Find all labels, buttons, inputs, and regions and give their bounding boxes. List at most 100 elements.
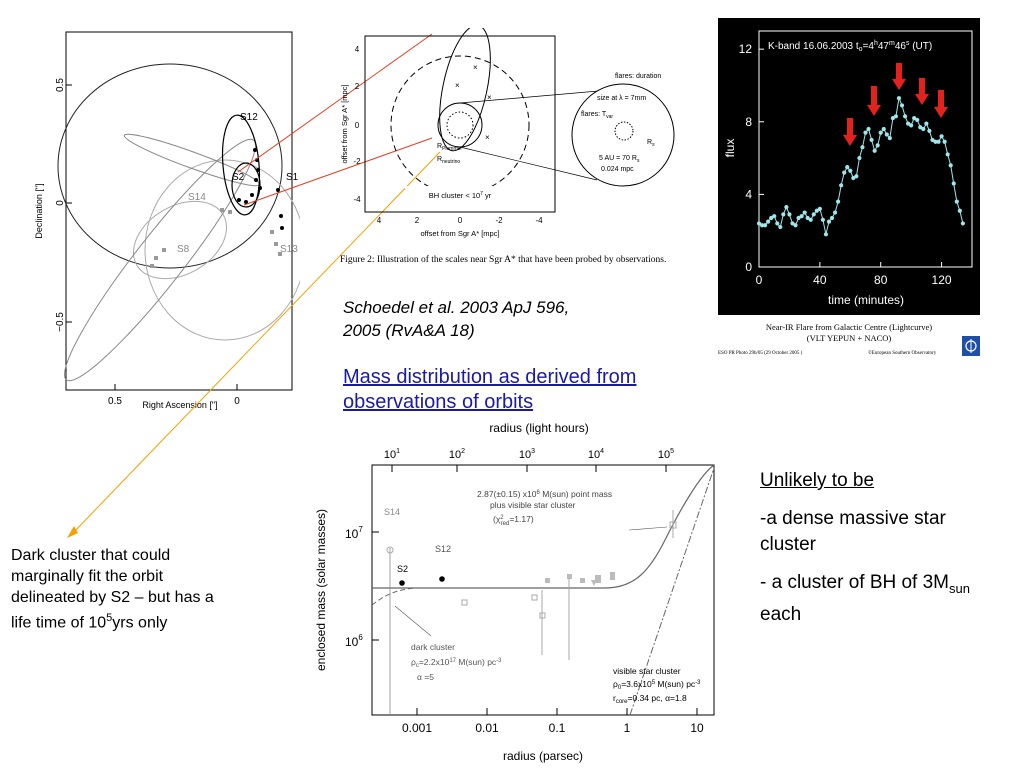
- mass-ytick: 106: [345, 633, 363, 649]
- flare-data-point: [790, 221, 795, 226]
- scales-xtick: -2: [495, 216, 503, 225]
- flare-data-point: [823, 232, 829, 237]
- mass-point-s12: [439, 576, 445, 582]
- visible-cluster-label: visible star cluster: [613, 666, 681, 676]
- flare-data-point: [939, 134, 944, 139]
- scales-rs: Rs: [647, 139, 655, 148]
- orbit-label-s8: S8: [177, 244, 190, 255]
- flare-arrow: [843, 118, 857, 146]
- flare-ytick: 4: [745, 187, 752, 201]
- mass-xtick: 0.01: [475, 721, 499, 735]
- flare-data-point: [960, 221, 965, 226]
- flare-data-point: [836, 199, 841, 204]
- orbit-xlabel: Right Ascension ["]: [142, 400, 217, 410]
- unlikely-heading: Unlikely to be: [760, 470, 875, 491]
- flare-data-point: [769, 215, 774, 221]
- flare-data-point: [796, 215, 801, 221]
- flare-xtick: 120: [932, 273, 952, 287]
- flare-data-point: [829, 215, 835, 221]
- flare-data-point: [775, 221, 780, 226]
- flare-data-point: [845, 165, 850, 170]
- flare-ylabel: flux: [723, 139, 737, 158]
- flare-data-point: [820, 217, 825, 222]
- flare-arrow: [934, 90, 948, 118]
- dark-note-exponent: 5: [106, 612, 113, 624]
- flare-arrow: [892, 63, 906, 90]
- flare-data-point: [814, 208, 819, 213]
- flare-data-point: [808, 217, 813, 222]
- flare-data-point: [951, 181, 956, 186]
- orbit-plot: 0.5 0 −0.5 0.5 0 Declination ["] Right A…: [34, 31, 300, 410]
- mass-top-tick: 102: [449, 448, 465, 461]
- flare-ytick: 8: [745, 115, 752, 129]
- flare-data-point: [906, 121, 911, 126]
- scales-xtick: -4: [535, 216, 543, 225]
- flare-data-point: [921, 126, 926, 132]
- flare-data-point: [802, 210, 807, 215]
- scales-ytick: 4: [355, 45, 360, 54]
- scales-r-plummer: RPlummer: [437, 143, 462, 152]
- flare-data-point: [881, 126, 886, 132]
- orbit-ytick: 0.5: [55, 78, 66, 92]
- flare-arrow: [867, 86, 881, 116]
- flare-data-point: [759, 223, 765, 228]
- dark-note-text: Dark cluster that could marginally fit t…: [11, 547, 214, 632]
- scales-ytick: 0: [355, 121, 360, 130]
- mass-top-tick: 105: [658, 448, 674, 461]
- visible-cluster-curve: [629, 467, 715, 716]
- mass-link-line2[interactable]: observations of orbits: [343, 391, 534, 413]
- mass-top-tick: 103: [519, 448, 535, 461]
- orbit-ylabel: Declination ["]: [34, 183, 44, 238]
- svg-text:×: ×: [473, 63, 478, 72]
- flare-data-point: [787, 212, 792, 217]
- dark-cluster-note: Dark cluster that could marginally fit t…: [11, 545, 231, 633]
- flare-xtick: 80: [874, 273, 888, 287]
- mass-point-s2: [399, 580, 405, 586]
- visible-cluster-density: ρ0=3.6x105 M(sun) pc-3: [613, 679, 701, 691]
- flare-data-point: [875, 143, 880, 148]
- mass-xtick: 0.1: [549, 721, 566, 735]
- flare-arrow: [915, 78, 929, 105]
- mass-xtick: 1: [624, 721, 631, 735]
- citation-line1: Schoedel et al. 2003 ApJ 596,: [343, 298, 570, 317]
- flare-data-point: [811, 212, 816, 217]
- mass-distribution-link[interactable]: Mass distribution as derived from observ…: [343, 365, 688, 415]
- flare-data-point: [854, 174, 859, 179]
- scales-mpc: 0.024 mpc: [601, 166, 634, 173]
- flare-data-point: [927, 128, 932, 133]
- scales-xlabel: offset from Sgr A* [mpc]: [420, 229, 499, 238]
- mass-top-axis-label: radius (light hours): [489, 421, 588, 435]
- flare-data-point: [848, 168, 853, 173]
- flare-data-point: [860, 145, 865, 150]
- orbit-label-s2: S2: [232, 172, 245, 183]
- dark-note-text-end: yrs only: [112, 614, 168, 632]
- scales-flares-t: flares: Tvar: [581, 111, 613, 120]
- unlikely-item-1: -a dense massive star cluster: [760, 508, 946, 555]
- eso-caption: Near-IR Flare from Galactic Centre (Ligh…: [718, 322, 980, 344]
- flare-xtick: 0: [756, 273, 763, 287]
- orbit-label-s1: S1: [286, 172, 299, 183]
- flare-data-point: [878, 130, 883, 135]
- flare-data-point: [799, 214, 804, 219]
- scales-au: 5 AU = 70 Rs: [599, 155, 640, 164]
- flare-data-point: [772, 214, 777, 219]
- flare-data-point: [936, 139, 941, 144]
- flare-data-point: [839, 183, 844, 188]
- flare-data-point: [896, 96, 902, 101]
- mass-top-tick: 101: [384, 448, 400, 461]
- flare-data-point: [948, 163, 953, 168]
- mass-xtick: 0.001: [402, 721, 432, 735]
- mass-label-s2: S2: [397, 564, 408, 574]
- flare-data-point: [942, 139, 947, 144]
- orbit-label-s13: S13: [280, 244, 298, 255]
- flare-data-point: [909, 123, 914, 128]
- flare-xlabel: time (minutes): [828, 293, 904, 307]
- mass-link-line1[interactable]: Mass distribution as derived from: [343, 366, 637, 388]
- flare-data-point: [762, 223, 768, 228]
- flare-data-point: [793, 223, 798, 228]
- flare-title: K-band 16.06.2003 to=4h47m46s (UT): [768, 40, 932, 53]
- flare-data-point: [756, 221, 762, 226]
- scales-bh-cluster: BH cluster < 107 yr: [429, 191, 492, 200]
- scales-ytick: 2: [355, 82, 360, 91]
- flare-data-point: [890, 116, 895, 121]
